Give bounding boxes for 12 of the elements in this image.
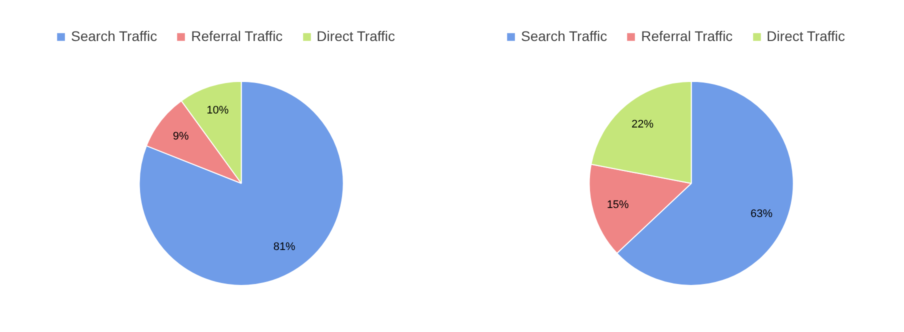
data-label: 9% xyxy=(172,130,190,142)
data-label: 81% xyxy=(273,240,296,253)
legend-label: Search Traffic xyxy=(71,28,158,44)
legend-label: Direct Traffic xyxy=(316,28,395,44)
data-label: 10% xyxy=(206,104,229,117)
data-label: 15% xyxy=(606,198,630,211)
data-label: 63% xyxy=(750,208,773,220)
data-label: 22% xyxy=(632,118,654,130)
legend-label: Referral Traffic xyxy=(191,28,283,44)
legend-label: Direct Traffic xyxy=(766,28,845,44)
legend-label: Search Traffic xyxy=(521,28,608,44)
legend-label: Referral Traffic xyxy=(641,28,733,44)
